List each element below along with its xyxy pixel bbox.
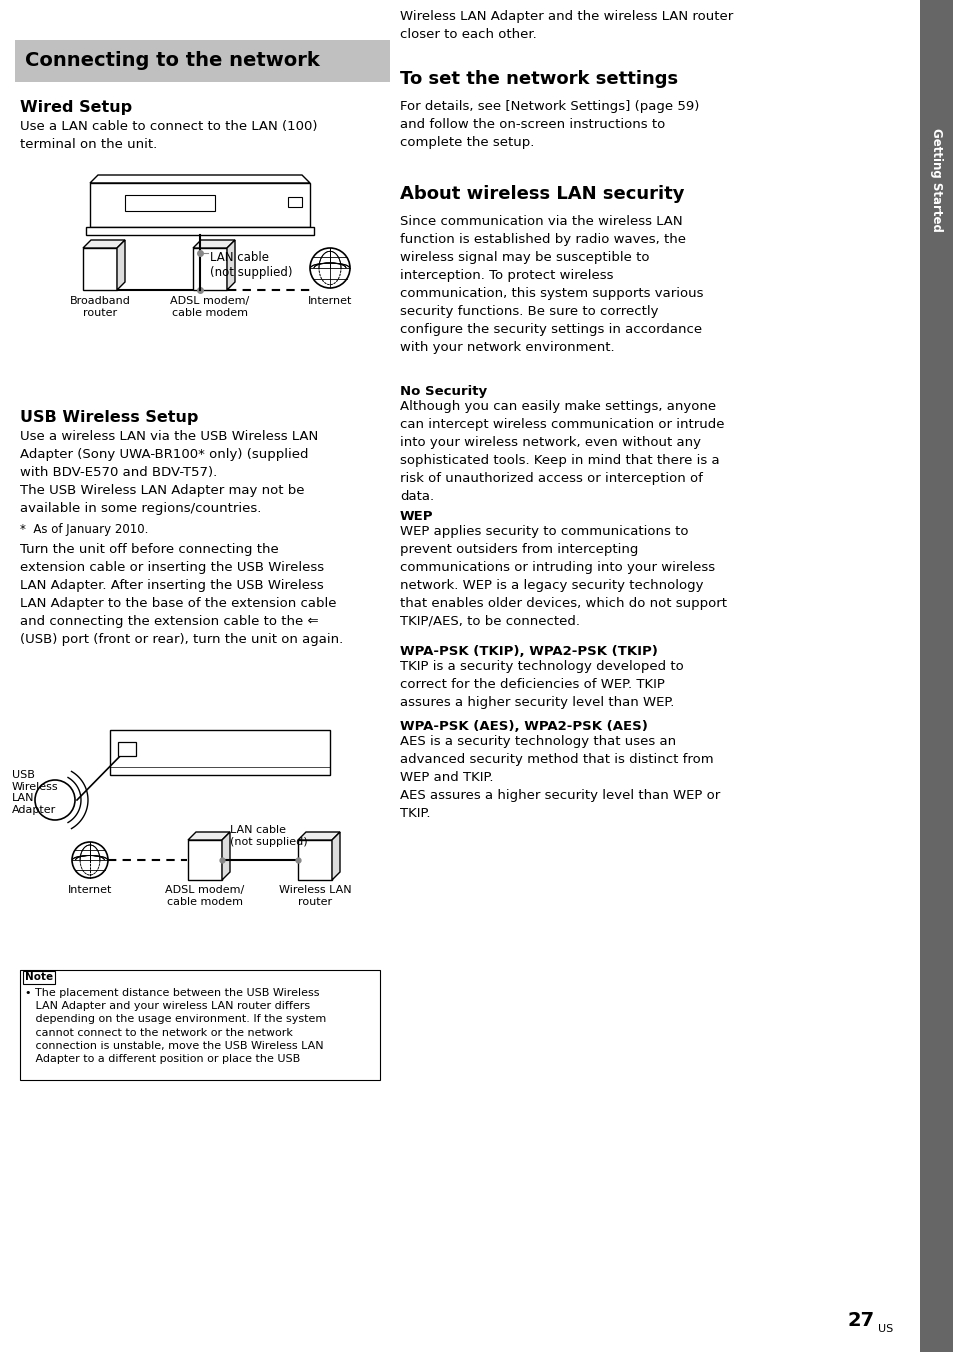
Text: LAN cable
(not supplied): LAN cable (not supplied) (210, 251, 293, 279)
Text: WEP: WEP (399, 510, 433, 523)
Text: LAN cable
(not supplied): LAN cable (not supplied) (230, 825, 307, 846)
Text: Use a LAN cable to connect to the LAN (100)
terminal on the unit.: Use a LAN cable to connect to the LAN (1… (20, 120, 317, 151)
Bar (297, 840, 332, 880)
Text: USB
Wireless
LAN
Adapter: USB Wireless LAN Adapter (12, 771, 58, 815)
Polygon shape (193, 241, 234, 247)
Bar (125, 195, 214, 211)
Text: Internet: Internet (308, 296, 352, 306)
Text: Broadband
router: Broadband router (70, 296, 131, 318)
Text: Getting Started: Getting Started (929, 128, 943, 233)
Text: Turn the unit off before connecting the
extension cable or inserting the USB Wir: Turn the unit off before connecting the … (20, 544, 343, 646)
Text: 27: 27 (847, 1311, 874, 1330)
Text: Wireless LAN Adapter and the wireless LAN router
closer to each other.: Wireless LAN Adapter and the wireless LA… (399, 9, 733, 41)
Text: WPA-PSK (AES), WPA2-PSK (AES): WPA-PSK (AES), WPA2-PSK (AES) (399, 721, 647, 733)
Polygon shape (227, 241, 234, 289)
Text: WEP applies security to communications to
prevent outsiders from intercepting
co: WEP applies security to communications t… (399, 525, 726, 627)
Text: WPA-PSK (TKIP), WPA2-PSK (TKIP): WPA-PSK (TKIP), WPA2-PSK (TKIP) (399, 645, 658, 658)
Polygon shape (332, 831, 339, 880)
Text: Internet: Internet (68, 886, 112, 895)
Bar (288, 197, 302, 207)
Text: US: US (877, 1324, 892, 1334)
Text: About wireless LAN security: About wireless LAN security (399, 185, 684, 203)
Text: Although you can easily make settings, anyone
can intercept wireless communicati: Although you can easily make settings, a… (399, 400, 723, 503)
Text: • The placement distance between the USB Wireless
   LAN Adapter and your wirele: • The placement distance between the USB… (25, 988, 326, 1064)
Bar (919, 0, 953, 1352)
Text: Since communication via the wireless LAN
function is established by radio waves,: Since communication via the wireless LAN… (399, 215, 702, 354)
Polygon shape (117, 241, 125, 289)
Text: ADSL modem/
cable modem: ADSL modem/ cable modem (165, 886, 244, 907)
Text: For details, see [Network Settings] (page 59)
and follow the on-screen instructi: For details, see [Network Settings] (pag… (399, 100, 699, 149)
Text: Wireless LAN
router: Wireless LAN router (278, 886, 351, 907)
Polygon shape (297, 831, 339, 840)
Text: Note: Note (25, 972, 53, 982)
Bar (15, 41, 390, 82)
Polygon shape (83, 241, 125, 247)
Text: To set the network settings: To set the network settings (399, 70, 678, 88)
Polygon shape (90, 174, 310, 183)
Text: TKIP is a security technology developed to
correct for the deficiencies of WEP. : TKIP is a security technology developed … (399, 660, 683, 708)
Text: Use a wireless LAN via the USB Wireless LAN
Adapter (Sony UWA-BR100* only) (supp: Use a wireless LAN via the USB Wireless … (20, 430, 318, 515)
Bar (118, 742, 136, 756)
Bar (23, 971, 55, 984)
Bar (20, 969, 379, 1080)
Text: AES is a security technology that uses an
advanced security method that is disti: AES is a security technology that uses a… (399, 735, 720, 821)
Bar (86, 227, 314, 235)
Bar (110, 730, 330, 775)
Text: Connecting to the network: Connecting to the network (25, 51, 319, 70)
Text: Wired Setup: Wired Setup (20, 100, 132, 115)
Bar (188, 840, 222, 880)
Text: *  As of January 2010.: * As of January 2010. (20, 523, 149, 535)
Bar (193, 247, 227, 289)
Bar (90, 183, 310, 227)
Text: ADSL modem/
cable modem: ADSL modem/ cable modem (171, 296, 250, 318)
Text: USB Wireless Setup: USB Wireless Setup (20, 410, 198, 425)
Polygon shape (222, 831, 230, 880)
Text: No Security: No Security (399, 385, 487, 397)
Bar (83, 247, 117, 289)
Polygon shape (188, 831, 230, 840)
